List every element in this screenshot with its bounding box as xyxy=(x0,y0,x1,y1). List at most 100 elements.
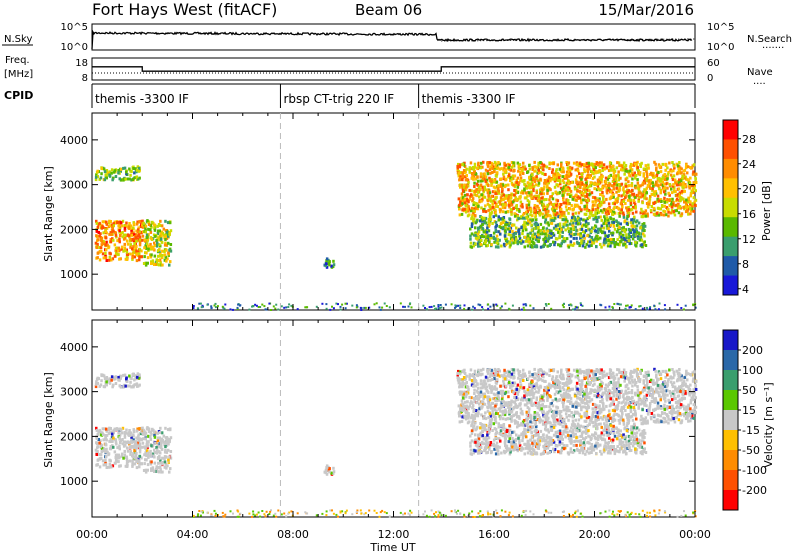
power-cell xyxy=(630,207,634,211)
power-cell xyxy=(102,242,105,246)
power-cell xyxy=(624,202,627,205)
power-cell xyxy=(585,206,589,210)
nave-legend: .... xyxy=(753,76,766,87)
power-cell xyxy=(522,216,525,220)
power-cell xyxy=(647,166,650,170)
power-cell xyxy=(609,217,613,221)
power-cell xyxy=(645,167,648,171)
power-cell xyxy=(499,177,502,181)
velocity-cell xyxy=(671,385,675,389)
power-cell xyxy=(603,184,606,188)
velocity-cell xyxy=(491,397,495,401)
power-cell xyxy=(534,226,537,230)
power-cell xyxy=(642,224,645,228)
power-cell xyxy=(494,229,498,233)
power-cell xyxy=(475,188,479,191)
power-cell xyxy=(681,177,684,181)
velocity-cell xyxy=(476,386,480,390)
power-cell xyxy=(518,167,521,170)
power-cell xyxy=(488,212,492,216)
power-cell xyxy=(679,166,682,170)
power-cell xyxy=(472,219,475,223)
velocity-cell xyxy=(112,436,115,440)
power-cell xyxy=(537,239,540,243)
power-cell xyxy=(141,238,144,242)
power-cell xyxy=(160,224,164,228)
velocity-cell xyxy=(150,444,153,448)
power-cell xyxy=(570,223,574,227)
power-cell xyxy=(517,229,520,233)
power-cell xyxy=(128,252,132,256)
power-cell xyxy=(363,306,366,309)
power-cbar-label: Power [dB] xyxy=(760,181,773,241)
power-cell xyxy=(556,228,559,232)
power-cell xyxy=(645,191,648,195)
power-cell xyxy=(325,259,328,263)
power-cell xyxy=(548,167,551,170)
power-cell xyxy=(568,165,572,169)
velocity-cell xyxy=(133,456,137,460)
power-cell xyxy=(575,236,578,240)
power-cell xyxy=(270,309,272,311)
power-cell xyxy=(507,233,511,237)
power-cell xyxy=(677,183,681,187)
power-cell xyxy=(504,237,507,241)
power-cell xyxy=(517,183,520,187)
velocity-cell xyxy=(161,470,164,474)
velocity-cell xyxy=(486,376,489,380)
power-cell xyxy=(514,196,517,200)
power-cell xyxy=(434,308,437,310)
power-cell xyxy=(156,229,160,233)
power-cell xyxy=(430,305,433,308)
velocity-cell xyxy=(147,434,150,438)
velocity-cell xyxy=(458,414,461,418)
power-cell xyxy=(625,222,629,225)
power-cell xyxy=(539,177,542,181)
power-cell xyxy=(339,308,342,311)
power-cell xyxy=(575,221,578,225)
velocity-cell xyxy=(463,368,466,372)
power-cell xyxy=(546,184,549,188)
power-cell xyxy=(533,245,537,249)
date-label: 15/Mar/2016 xyxy=(598,1,694,19)
power-cell xyxy=(572,236,576,240)
power-cell xyxy=(500,244,503,248)
power-cell xyxy=(559,213,563,217)
power-cell xyxy=(587,240,590,244)
power-cell xyxy=(533,204,537,207)
power-cell xyxy=(619,233,623,236)
velocity-cell xyxy=(548,374,551,377)
velocity-cell xyxy=(119,428,123,432)
velocity-cell xyxy=(102,446,105,450)
power-cell xyxy=(469,237,472,241)
power-cell xyxy=(534,215,537,219)
power-cell xyxy=(494,162,498,166)
power-cell xyxy=(627,189,630,193)
power-cell xyxy=(543,185,546,189)
power-cell xyxy=(537,194,540,198)
power-cell xyxy=(147,223,151,226)
power-cell xyxy=(515,208,519,212)
power-cell xyxy=(600,224,604,228)
velocity-cell xyxy=(634,383,637,387)
power-cell xyxy=(636,166,639,170)
power-cell xyxy=(642,212,645,216)
power-cell xyxy=(680,191,683,195)
power-cell xyxy=(547,181,550,185)
power-cell xyxy=(637,195,641,199)
power-cell xyxy=(647,202,651,206)
power-cell xyxy=(552,162,555,166)
power-cell xyxy=(223,307,226,310)
velocity-cell xyxy=(108,462,112,466)
power-cell xyxy=(94,178,98,182)
power-cell xyxy=(617,194,620,197)
power-cell xyxy=(471,197,475,201)
power-cell xyxy=(561,168,565,172)
power-cell xyxy=(510,201,513,205)
velocity-cell xyxy=(108,431,111,435)
power-cell xyxy=(663,186,667,190)
power-cell xyxy=(652,184,655,188)
power-cell xyxy=(118,240,121,244)
power-cell xyxy=(677,211,681,215)
velocity-cell xyxy=(153,433,156,437)
